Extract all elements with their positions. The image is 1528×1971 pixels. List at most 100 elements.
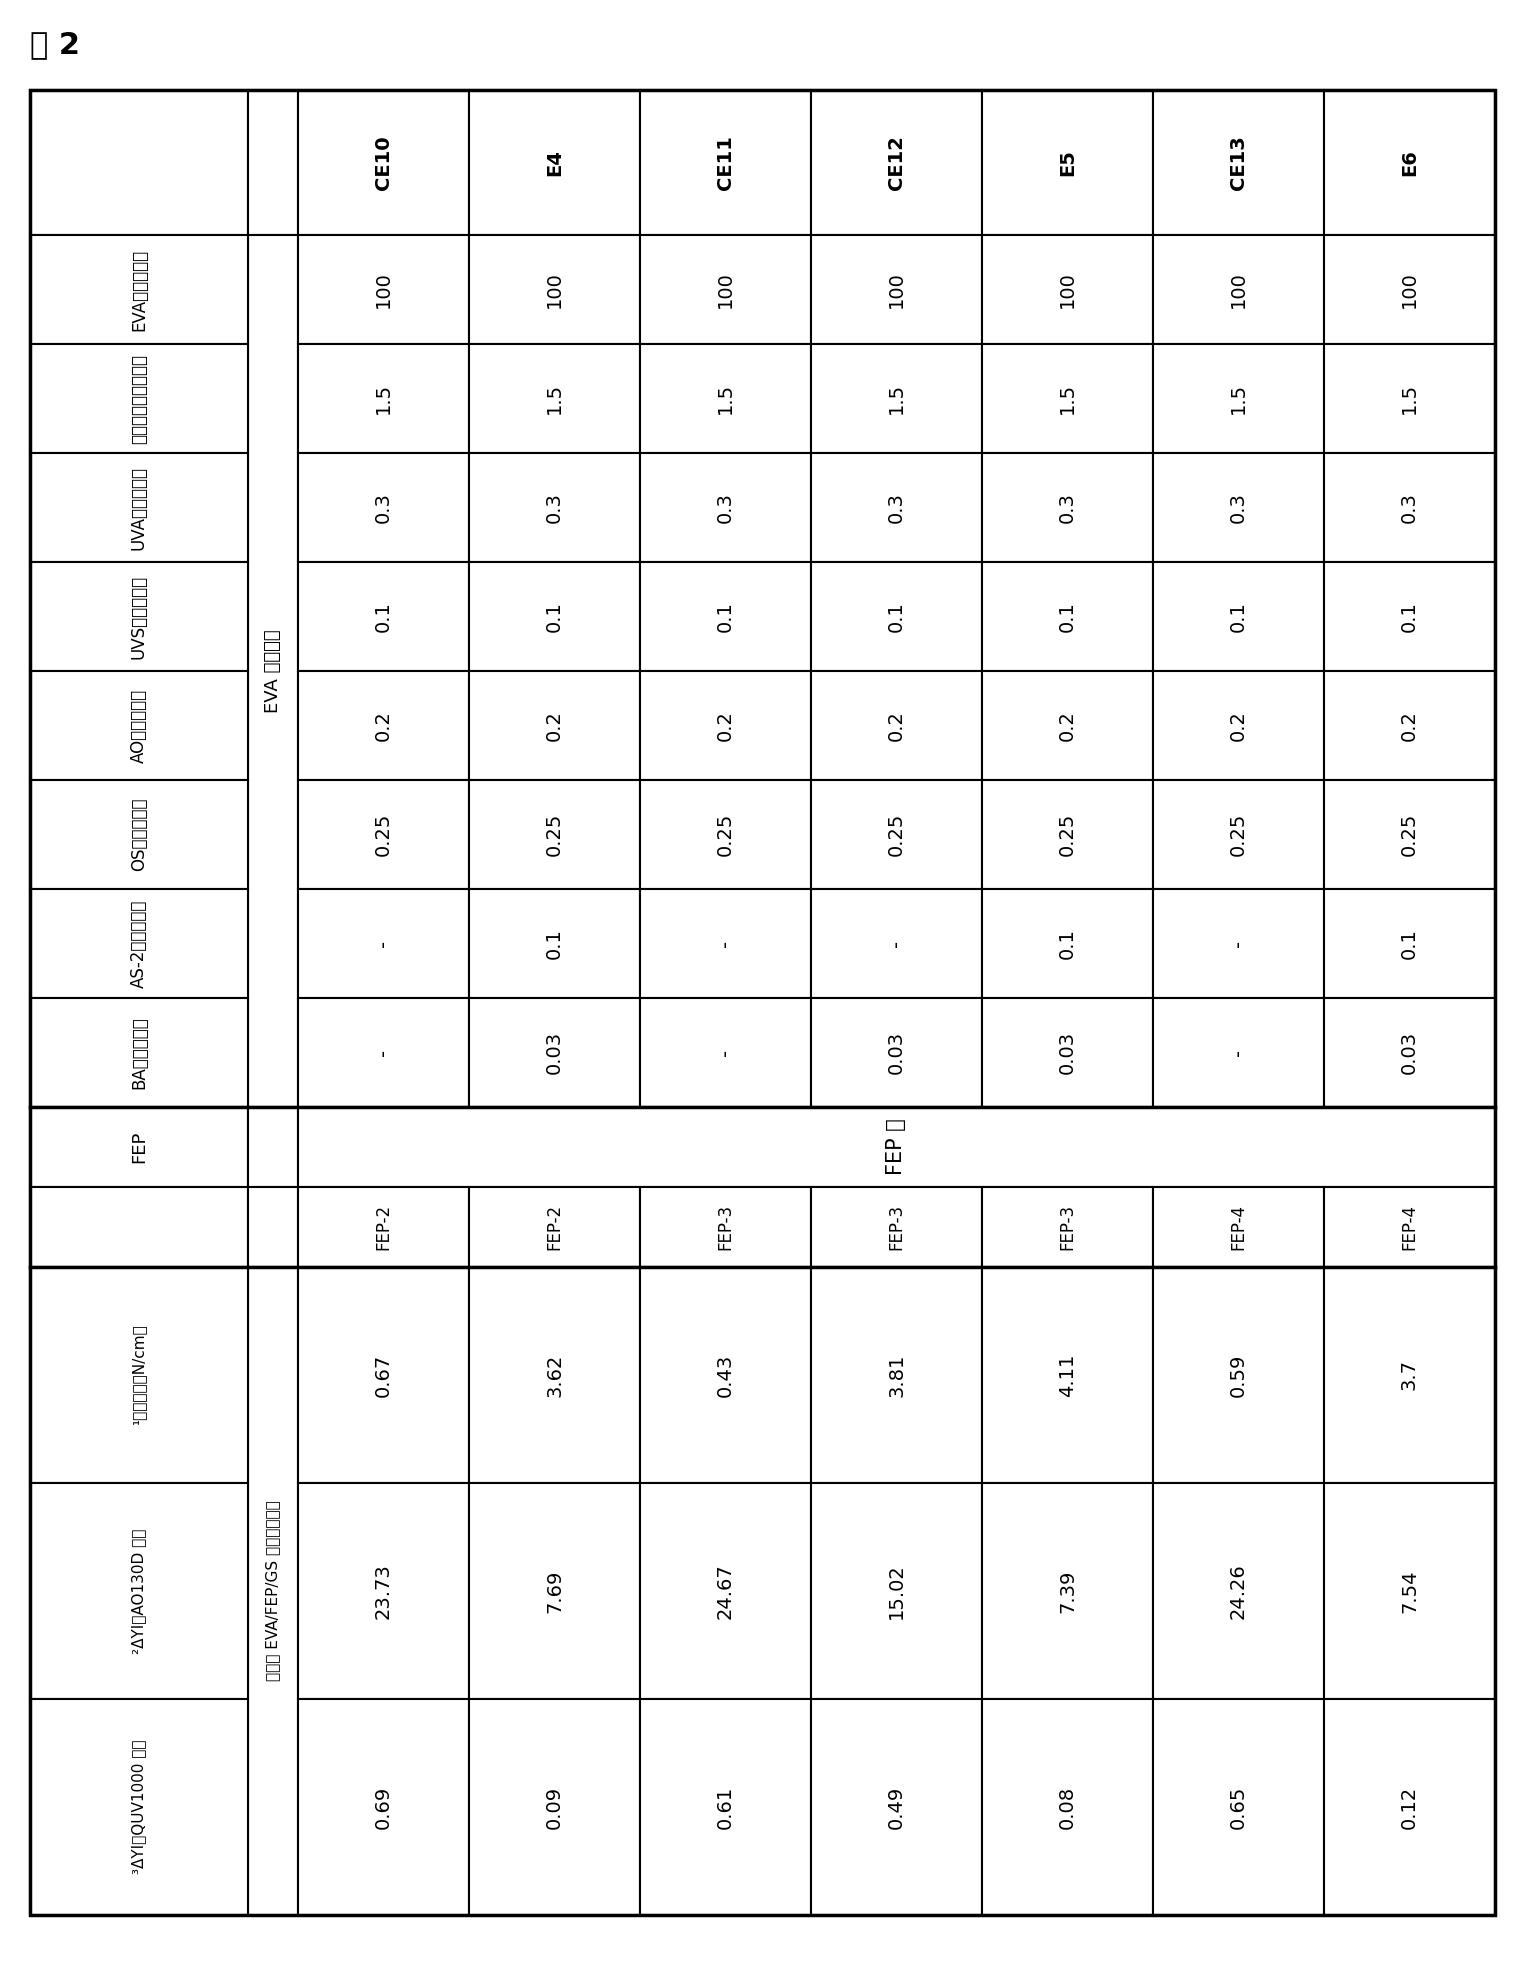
Bar bbox=[811, 345, 983, 453]
Text: 100: 100 bbox=[1229, 272, 1248, 307]
Bar bbox=[1154, 235, 1323, 345]
Text: ²ΔYI（AO130D 后）: ²ΔYI（AO130D 后） bbox=[131, 1528, 147, 1654]
Bar bbox=[31, 1482, 248, 1699]
Bar bbox=[31, 453, 248, 562]
Bar bbox=[298, 235, 469, 345]
Text: 3.7: 3.7 bbox=[1400, 1360, 1420, 1390]
Text: 0.12: 0.12 bbox=[1400, 1786, 1420, 1829]
Text: 0.3: 0.3 bbox=[1057, 493, 1077, 522]
Bar bbox=[469, 781, 640, 889]
Text: 0.1: 0.1 bbox=[717, 601, 735, 633]
Text: 0.2: 0.2 bbox=[545, 710, 564, 741]
Bar bbox=[640, 1267, 811, 1482]
Text: CE12: CE12 bbox=[886, 136, 906, 189]
Text: 7.69: 7.69 bbox=[545, 1569, 564, 1612]
Bar bbox=[298, 889, 469, 997]
Text: E5: E5 bbox=[1057, 150, 1077, 175]
Text: FEP: FEP bbox=[130, 1131, 148, 1163]
Text: 100: 100 bbox=[1057, 272, 1077, 307]
Bar bbox=[1154, 453, 1323, 562]
Bar bbox=[640, 997, 811, 1108]
Bar bbox=[298, 781, 469, 889]
Text: FEP-4: FEP-4 bbox=[1401, 1204, 1418, 1250]
Bar bbox=[298, 1699, 469, 1916]
Text: FEP-3: FEP-3 bbox=[888, 1204, 906, 1250]
Text: 0.1: 0.1 bbox=[886, 601, 906, 633]
Bar bbox=[298, 453, 469, 562]
Bar bbox=[983, 562, 1154, 670]
Text: 0.2: 0.2 bbox=[1400, 710, 1420, 741]
Bar bbox=[31, 235, 248, 345]
Text: 1.5: 1.5 bbox=[1229, 382, 1248, 414]
Bar bbox=[1154, 997, 1323, 1108]
Text: 0.3: 0.3 bbox=[886, 493, 906, 522]
Text: 0.1: 0.1 bbox=[1400, 601, 1420, 633]
Bar bbox=[31, 562, 248, 670]
Text: AS-2（重量份）: AS-2（重量份） bbox=[130, 899, 148, 987]
Bar bbox=[1323, 997, 1494, 1108]
Text: 0.69: 0.69 bbox=[374, 1786, 393, 1829]
Text: 100: 100 bbox=[1400, 272, 1420, 307]
Bar bbox=[469, 235, 640, 345]
Bar bbox=[31, 1108, 248, 1187]
Bar bbox=[983, 235, 1154, 345]
Bar bbox=[640, 91, 811, 235]
Text: 7.54: 7.54 bbox=[1400, 1569, 1420, 1612]
Text: 0.1: 0.1 bbox=[1057, 928, 1077, 960]
Text: 15.02: 15.02 bbox=[886, 1563, 906, 1618]
Bar bbox=[640, 235, 811, 345]
Bar bbox=[640, 670, 811, 781]
Bar bbox=[469, 91, 640, 235]
Bar bbox=[1154, 1482, 1323, 1699]
Text: UVA（重量份）: UVA（重量份） bbox=[130, 465, 148, 550]
Text: 0.09: 0.09 bbox=[545, 1786, 564, 1829]
Bar bbox=[1323, 91, 1494, 235]
Text: E6: E6 bbox=[1400, 150, 1420, 175]
Bar bbox=[31, 889, 248, 997]
Bar bbox=[1323, 235, 1494, 345]
Bar bbox=[811, 1482, 983, 1699]
Bar bbox=[640, 781, 811, 889]
Text: 24.26: 24.26 bbox=[1229, 1563, 1248, 1618]
Bar bbox=[248, 1108, 298, 1187]
Bar bbox=[31, 997, 248, 1108]
Bar bbox=[811, 453, 983, 562]
Bar bbox=[469, 670, 640, 781]
Bar bbox=[811, 91, 983, 235]
Bar bbox=[640, 453, 811, 562]
Text: BA（重量份）: BA（重量份） bbox=[130, 1017, 148, 1088]
Text: FEP-2: FEP-2 bbox=[374, 1204, 393, 1250]
Bar bbox=[298, 1187, 469, 1267]
Text: FEP-4: FEP-4 bbox=[1230, 1204, 1247, 1250]
Text: OS（重量份）: OS（重量份） bbox=[130, 798, 148, 871]
Text: 0.3: 0.3 bbox=[1400, 493, 1420, 522]
Bar bbox=[811, 562, 983, 670]
Text: -: - bbox=[374, 940, 393, 946]
Text: FEP-2: FEP-2 bbox=[545, 1204, 564, 1250]
Text: 0.25: 0.25 bbox=[717, 812, 735, 855]
Text: 0.49: 0.49 bbox=[886, 1786, 906, 1829]
Text: 0.2: 0.2 bbox=[1057, 710, 1077, 741]
Bar bbox=[1154, 889, 1323, 997]
Bar bbox=[469, 1267, 640, 1482]
Bar bbox=[640, 345, 811, 453]
Text: 100: 100 bbox=[717, 272, 735, 307]
Text: 0.2: 0.2 bbox=[886, 710, 906, 741]
Text: -: - bbox=[1229, 1049, 1248, 1056]
Text: 0.25: 0.25 bbox=[374, 812, 393, 855]
Bar bbox=[1154, 562, 1323, 670]
Bar bbox=[640, 1482, 811, 1699]
Text: 0.25: 0.25 bbox=[1057, 812, 1077, 855]
Text: 0.2: 0.2 bbox=[374, 710, 393, 741]
Text: FEP-3: FEP-3 bbox=[717, 1204, 735, 1250]
Bar bbox=[983, 889, 1154, 997]
Bar bbox=[640, 1699, 811, 1916]
Bar bbox=[983, 1267, 1154, 1482]
Bar bbox=[983, 453, 1154, 562]
Text: 0.61: 0.61 bbox=[717, 1786, 735, 1829]
Text: 1.5: 1.5 bbox=[374, 382, 393, 414]
Bar bbox=[469, 997, 640, 1108]
Bar bbox=[811, 889, 983, 997]
Bar bbox=[298, 1108, 1494, 1187]
Text: 0.03: 0.03 bbox=[1400, 1031, 1420, 1074]
